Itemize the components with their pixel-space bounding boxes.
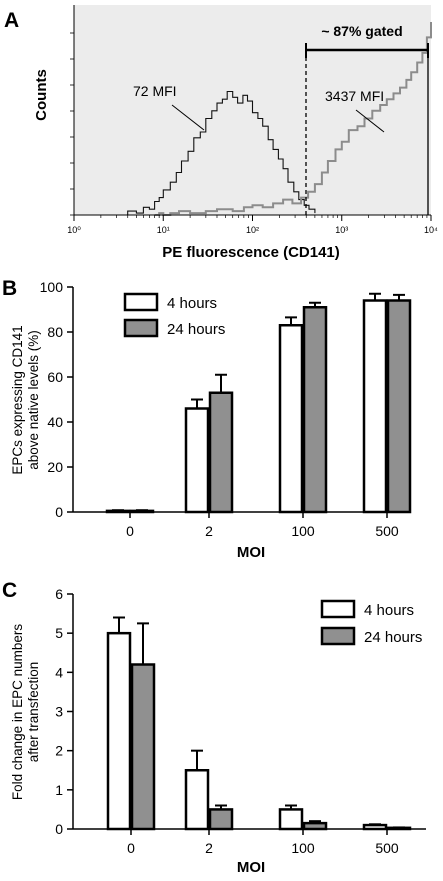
panel-b-x-label: MOI bbox=[237, 544, 265, 561]
bar-24-hours-moi-0 bbox=[130, 663, 156, 831]
bar-24-hours-moi-100 bbox=[302, 821, 328, 831]
panel-c-y-label-line-2: after transfection bbox=[26, 662, 41, 763]
panel-c-letter: C bbox=[2, 579, 17, 602]
y-tick-label: 5 bbox=[55, 625, 63, 641]
legend-swatch-4-hours bbox=[123, 292, 159, 312]
y-tick-label: 40 bbox=[47, 414, 63, 430]
x-tick-label: 500 bbox=[375, 840, 399, 856]
x-tick-label: 0 bbox=[126, 523, 134, 539]
bar-24-hours-moi-500 bbox=[386, 826, 412, 831]
panel-a-y-label: Counts bbox=[33, 69, 50, 121]
panel-c-x-label: MOI bbox=[237, 859, 265, 876]
bar-4-hours-moi-100 bbox=[278, 324, 304, 514]
bar-4-hours-moi-2 bbox=[184, 407, 210, 514]
x-tick-label: 100 bbox=[291, 523, 315, 539]
x-tick-label: 2 bbox=[205, 840, 213, 856]
legend-label-24-hours: 24 hours bbox=[167, 321, 225, 338]
panel-b-letter: B bbox=[2, 277, 17, 300]
y-tick-label: 0 bbox=[55, 821, 63, 837]
y-tick-label: 1 bbox=[55, 782, 63, 798]
panel-c: C 0 1 2 3 4 5 6 0 2 100 500 Fold change in EPC num… bbox=[2, 579, 426, 876]
x-tick-label: 10⁰ bbox=[67, 225, 81, 235]
bar-24-hours-moi-100 bbox=[302, 306, 328, 514]
mfi-annotation-left: 72 MFI bbox=[133, 83, 177, 99]
panel-b-y-label-line-2: above native levels (%) bbox=[26, 330, 41, 470]
bar-4-hours-moi-0 bbox=[106, 631, 132, 831]
panel-a-letter: A bbox=[4, 9, 19, 32]
mfi-pointer-left bbox=[171, 104, 205, 131]
bar-24-hours-moi-500 bbox=[386, 299, 412, 514]
y-tick-label: 4 bbox=[55, 664, 63, 680]
mfi-pointer-right bbox=[355, 109, 385, 133]
legend-label-4-hours: 4 hours bbox=[167, 295, 217, 312]
panel-a: A 10⁰ 10¹ 10² 10³ 10⁴ ~ 87% gated 72 MFI 343… bbox=[4, 5, 438, 261]
y-tick-label: 3 bbox=[55, 704, 63, 720]
panel-b-bars bbox=[105, 292, 412, 514]
y-tick-label: 60 bbox=[47, 369, 63, 385]
x-tick-label: 0 bbox=[127, 840, 135, 856]
panel-b: B 0 20 40 60 80 100 0 2 100 500 EPCs expressing C… bbox=[2, 277, 412, 561]
x-tick-label: 2 bbox=[205, 523, 213, 539]
panel-c-bars bbox=[106, 616, 412, 831]
bar-24-hours-moi-0 bbox=[129, 509, 155, 514]
bar-24-hours-moi-2 bbox=[208, 391, 234, 514]
x-tick-label: 10⁴ bbox=[424, 225, 438, 235]
x-tick-label: 100 bbox=[291, 840, 315, 856]
mfi-annotation-right: 3437 MFI bbox=[325, 88, 384, 104]
x-tick-label: 10² bbox=[246, 225, 259, 235]
bar-4-hours-moi-500 bbox=[362, 299, 388, 514]
panel-c-y-label-line-1: Fold change in EPC numbers bbox=[10, 624, 25, 801]
x-tick-label: 10³ bbox=[335, 225, 348, 235]
bar-4-hours-moi-100 bbox=[278, 808, 304, 831]
bar-4-hours-moi-0 bbox=[105, 509, 131, 514]
legend-swatch-4-hours bbox=[320, 599, 356, 619]
gate-annotation: ~ 87% gated bbox=[321, 23, 402, 39]
y-tick-label: 100 bbox=[40, 279, 64, 295]
x-tick-label: 500 bbox=[375, 523, 399, 539]
legend-label-24-hours: 24 hours bbox=[364, 629, 422, 646]
histogram-trace-1 bbox=[116, 90, 316, 216]
bar-4-hours-moi-500 bbox=[362, 823, 388, 831]
y-tick-label: 20 bbox=[47, 459, 63, 475]
panel-b-legend: 4 hours 24 hours bbox=[123, 292, 225, 338]
legend-swatch-24-hours bbox=[320, 626, 356, 646]
x-tick-label: 10¹ bbox=[157, 225, 170, 235]
panel-a-x-label: PE fluorescence (CD141) bbox=[162, 244, 340, 261]
y-tick-label: 6 bbox=[55, 586, 63, 602]
histogram-trace-2 bbox=[154, 22, 432, 216]
legend-label-4-hours: 4 hours bbox=[364, 602, 414, 619]
legend-swatch-24-hours bbox=[123, 318, 159, 338]
bar-24-hours-moi-2 bbox=[208, 808, 234, 831]
panel-b-y-label-line-1: EPCs expressing CD141 bbox=[10, 325, 25, 474]
panel-a-traces bbox=[116, 22, 432, 216]
panel-a-y-ticks bbox=[70, 32, 74, 216]
y-tick-label: 2 bbox=[55, 743, 63, 759]
y-tick-label: 0 bbox=[55, 504, 63, 520]
panel-a-x-ticks: 10⁰ 10¹ 10² 10³ 10⁴ bbox=[67, 215, 438, 235]
panel-c-legend: 4 hours 24 hours bbox=[320, 599, 422, 646]
y-tick-label: 80 bbox=[47, 324, 63, 340]
bar-4-hours-moi-2 bbox=[184, 769, 210, 831]
